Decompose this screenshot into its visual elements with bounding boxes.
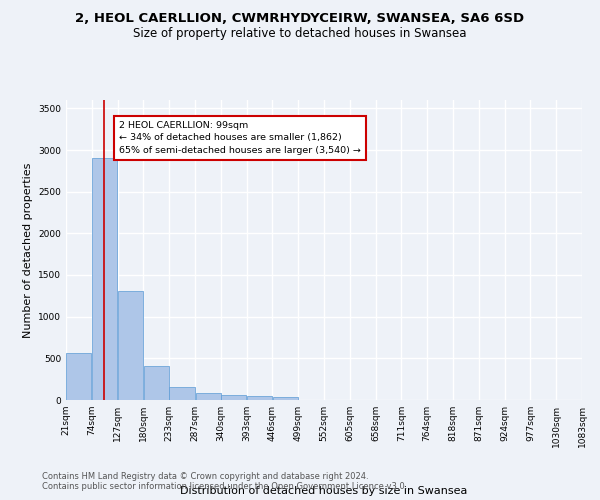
X-axis label: Distribution of detached houses by size in Swansea: Distribution of detached houses by size … <box>181 486 467 496</box>
Bar <box>118 291 143 400</box>
Text: Contains HM Land Registry data © Crown copyright and database right 2024.: Contains HM Land Registry data © Crown c… <box>42 472 368 481</box>
Text: 2 HEOL CAERLLION: 99sqm
← 34% of detached houses are smaller (1,862)
65% of semi: 2 HEOL CAERLLION: 99sqm ← 34% of detache… <box>119 121 361 155</box>
Bar <box>247 396 272 400</box>
Bar <box>221 396 247 400</box>
Text: Contains public sector information licensed under the Open Government Licence v3: Contains public sector information licen… <box>42 482 407 491</box>
Text: Size of property relative to detached houses in Swansea: Size of property relative to detached ho… <box>133 28 467 40</box>
Bar <box>143 366 169 400</box>
Bar <box>196 394 221 400</box>
Bar <box>169 387 195 400</box>
Y-axis label: Number of detached properties: Number of detached properties <box>23 162 32 338</box>
Text: 2, HEOL CAERLLION, CWMRHYDYCEIRW, SWANSEA, SA6 6SD: 2, HEOL CAERLLION, CWMRHYDYCEIRW, SWANSE… <box>76 12 524 26</box>
Bar <box>92 158 117 400</box>
Bar <box>273 396 298 400</box>
Bar <box>66 352 91 400</box>
